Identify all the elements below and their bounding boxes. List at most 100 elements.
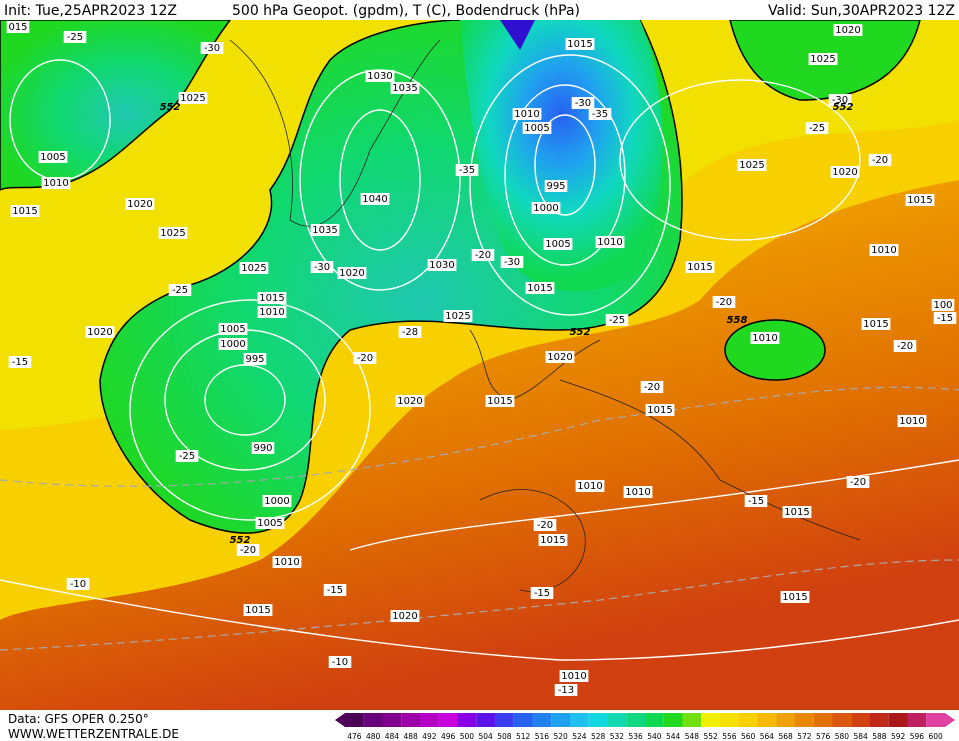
label-box [737, 159, 767, 171]
label-box [66, 578, 90, 590]
scale-cell [682, 713, 702, 727]
scale-label: 568 [778, 732, 793, 741]
isobar-label: 1020 [392, 611, 417, 622]
label-box [933, 312, 957, 324]
label-box [897, 415, 927, 427]
scale-label: 572 [797, 732, 812, 741]
isobar-label: -28 [402, 327, 418, 338]
isobar-label: 1020 [87, 327, 112, 338]
label-box [85, 326, 115, 338]
label-box [455, 164, 479, 176]
label-box [262, 495, 292, 507]
scale-label: 544 [666, 732, 681, 741]
scale-label: 532 [610, 732, 625, 741]
isobar-label: 990 [253, 443, 272, 454]
isobar-label: -35 [592, 109, 608, 120]
map-title: 500 hPa Geopot. (gpdm), T (C), Bodendruc… [232, 3, 580, 19]
label-box [257, 292, 287, 304]
isotherms [0, 386, 959, 651]
scale-cell [588, 713, 608, 727]
scale-label: 500 [460, 732, 475, 741]
label-box [178, 92, 208, 104]
label-box [828, 94, 852, 106]
map-labels: 015-25-301025552100510101015102010251025… [6, 21, 957, 696]
website: WWW.WETTERZENTRALE.DE [8, 727, 179, 741]
isobar-label: -10 [332, 657, 348, 668]
label-box [931, 299, 955, 311]
label-box [38, 151, 68, 163]
scale-cell [345, 713, 364, 727]
scale-cell [607, 713, 627, 727]
label-box [10, 205, 40, 217]
isobar-label: -20 [537, 520, 553, 531]
scale-label: 556 [722, 732, 737, 741]
isobar-label: 1010 [274, 557, 299, 568]
scale-cell [382, 713, 402, 727]
isobar-label: 1010 [514, 109, 539, 120]
scale-label: 508 [497, 732, 512, 741]
label-box [236, 544, 260, 556]
label-box [805, 122, 829, 134]
isobar-label: 1025 [739, 160, 764, 171]
label-box [575, 480, 605, 492]
label-box [6, 21, 30, 33]
scale-cell [757, 713, 777, 727]
label-box [243, 604, 273, 616]
scale-cell [813, 713, 833, 727]
label-box [500, 256, 524, 268]
label-box [427, 259, 457, 271]
label-box [395, 395, 425, 407]
label-box [365, 70, 395, 82]
scale-label: 564 [760, 732, 775, 741]
scale-label: 520 [553, 732, 568, 741]
isobar-label: 1030 [429, 260, 454, 271]
isobar-label: 995 [546, 181, 565, 192]
label-box [712, 296, 736, 308]
scale-cell [795, 713, 814, 727]
height-contour-label: 558 [727, 315, 748, 326]
scale-label: 512 [516, 732, 531, 741]
isobar-label: 1015 [907, 195, 932, 206]
height-contour-label: 552 [230, 535, 251, 546]
isobar-label: -30 [204, 43, 220, 54]
label-box [538, 534, 568, 546]
scale-cell [832, 713, 852, 727]
label-box [605, 314, 629, 326]
isobar-label: 1015 [527, 283, 552, 294]
label-box [255, 517, 285, 529]
isobar-label: -20 [240, 545, 256, 556]
label-box [323, 584, 347, 596]
label-box [571, 97, 595, 109]
cold-low-scandinavia [460, 20, 663, 292]
isobar-label: 1010 [577, 481, 602, 492]
label-box [310, 224, 340, 236]
label-box [360, 193, 390, 205]
isobar-label: -30 [832, 95, 848, 106]
isobar-label: -25 [172, 285, 188, 296]
scale-label: 596 [910, 732, 925, 741]
label-box [522, 122, 552, 134]
scale-cell [513, 713, 533, 727]
scale-cell [663, 713, 683, 727]
isobar-label: 1025 [180, 93, 205, 104]
label-box [554, 684, 578, 696]
scale-cell [532, 713, 552, 727]
scale-cell [720, 713, 739, 727]
scale-label: 552 [703, 732, 718, 741]
isobar-label: 1015 [647, 405, 672, 416]
label-box [390, 82, 420, 94]
scale-label: 560 [741, 732, 756, 741]
label-box [869, 244, 899, 256]
isobar-label: 1010 [561, 671, 586, 682]
label-box [337, 267, 367, 279]
label-box [353, 352, 377, 364]
green-low-nw [0, 20, 231, 191]
label-box [565, 38, 595, 50]
isobar-label: 1025 [241, 263, 266, 274]
scale-label: 516 [535, 732, 550, 741]
scale-cell [738, 713, 758, 727]
label-box [861, 318, 891, 330]
scale-cell [363, 713, 383, 727]
scale-label: 504 [478, 732, 493, 741]
